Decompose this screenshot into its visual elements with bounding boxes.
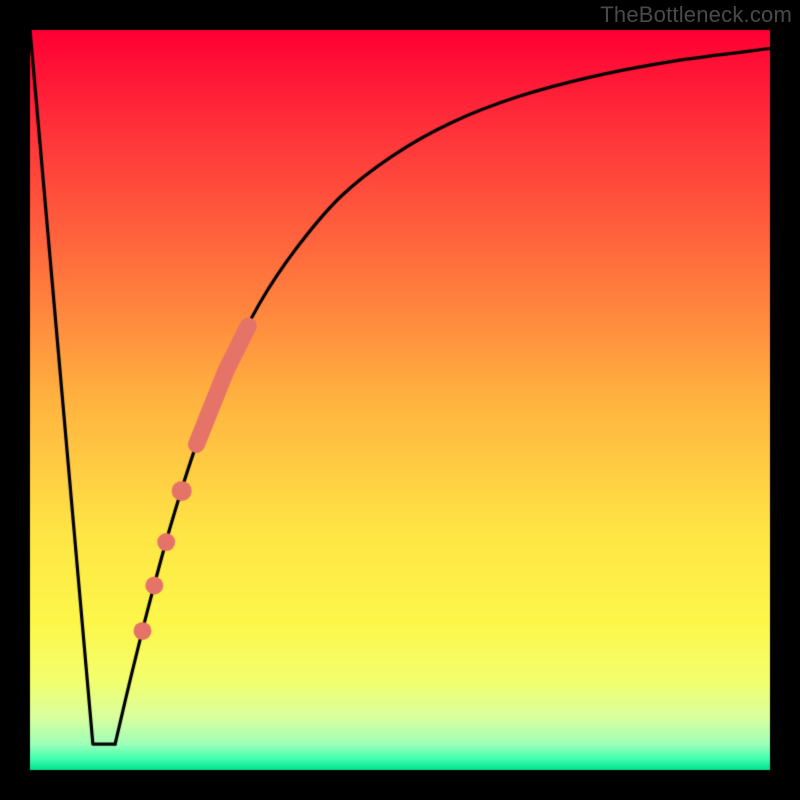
chart-canvas	[0, 0, 800, 800]
watermark-text: TheBottleneck.com	[600, 2, 792, 28]
bottleneck-chart: TheBottleneck.com	[0, 0, 800, 800]
